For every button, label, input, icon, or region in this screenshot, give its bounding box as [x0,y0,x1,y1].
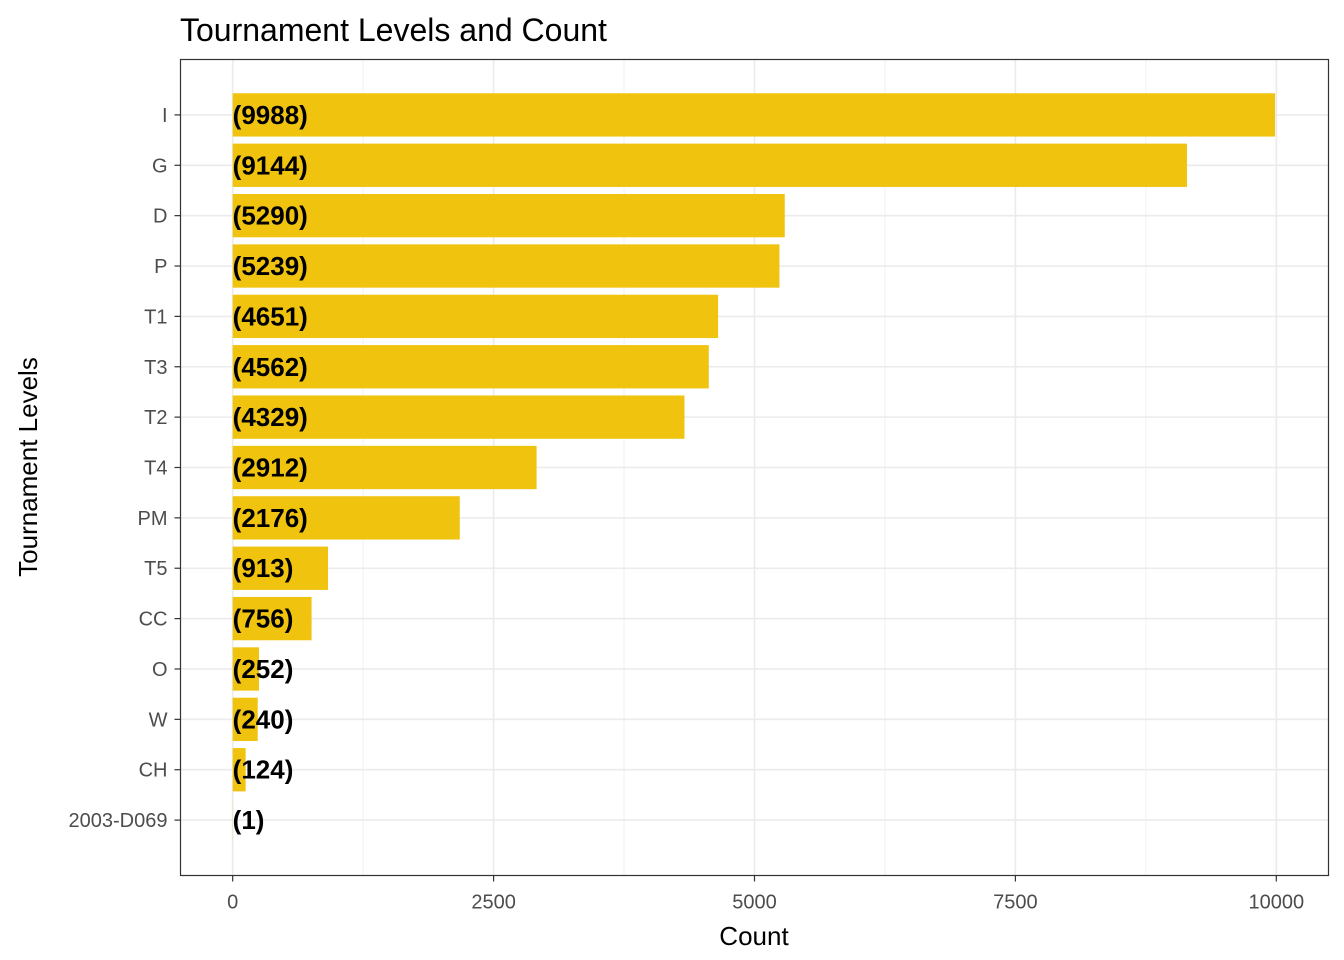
data-label: (9144) [233,150,308,180]
y-tick-label: O [152,659,168,681]
x-axis-title: Count [719,921,789,951]
data-label: (5239) [233,251,308,281]
bar [232,748,246,792]
bar [232,193,785,238]
y-tick-label: D [153,206,167,228]
bar [232,395,685,439]
x-axis: 0 2500 5000 7500 10000 [227,875,1305,914]
bar [232,445,537,490]
y-axis-title: Tournament Levels [13,357,43,577]
bar [232,294,719,339]
bar [232,596,312,641]
chart-title: Tournament Levels and Count [180,12,607,48]
data-label: (2912) [233,453,308,483]
y-tick-label: T3 [144,357,167,379]
bar [232,697,258,742]
y-tick-label: CC [139,609,168,631]
data-label: (756) [233,604,294,634]
bars [232,93,1276,842]
y-tick-label: P [154,256,167,278]
y-tick-label: CH [139,760,168,782]
data-labels: (9988) (9144) (5290) (5239) (4651) (4562) (432… [233,100,308,835]
bar [232,345,709,389]
data-label: (252) [233,654,294,684]
data-label: (913) [233,553,294,583]
data-label: (4651) [233,301,308,331]
x-tick-label: 2500 [471,892,516,914]
y-tick-label: T5 [144,558,167,580]
data-label: (1) [233,805,265,835]
data-label: (5290) [233,201,308,231]
data-label: (4329) [233,402,308,432]
bar [232,143,1187,187]
y-axis: I G D P T1 T3 T2 T4 PM T5 CC O W CH 2003-D069 [69,105,181,832]
data-label: (240) [233,704,294,734]
y-tick-label: T4 [144,458,167,480]
x-tick-label: 0 [227,892,238,914]
y-tick-label: T2 [144,407,167,429]
y-tick-label: T1 [144,306,167,328]
data-label: (124) [233,755,294,785]
bar [232,647,259,691]
bar [232,546,328,590]
y-tick-label: I [162,105,168,127]
bar [232,244,780,288]
y-tick-label: G [152,155,168,177]
bar [232,93,1276,137]
bar [232,496,460,540]
y-tick-label: PM [138,508,168,530]
x-tick-label: 10000 [1249,892,1305,914]
y-tick-label: W [149,709,168,731]
x-tick-label: 5000 [732,892,777,914]
data-label: (2176) [233,503,308,533]
x-tick-label: 7500 [993,892,1038,914]
data-label: (9988) [233,100,308,130]
y-tick-label: 2003-D069 [69,810,168,832]
data-label: (4562) [233,352,308,382]
